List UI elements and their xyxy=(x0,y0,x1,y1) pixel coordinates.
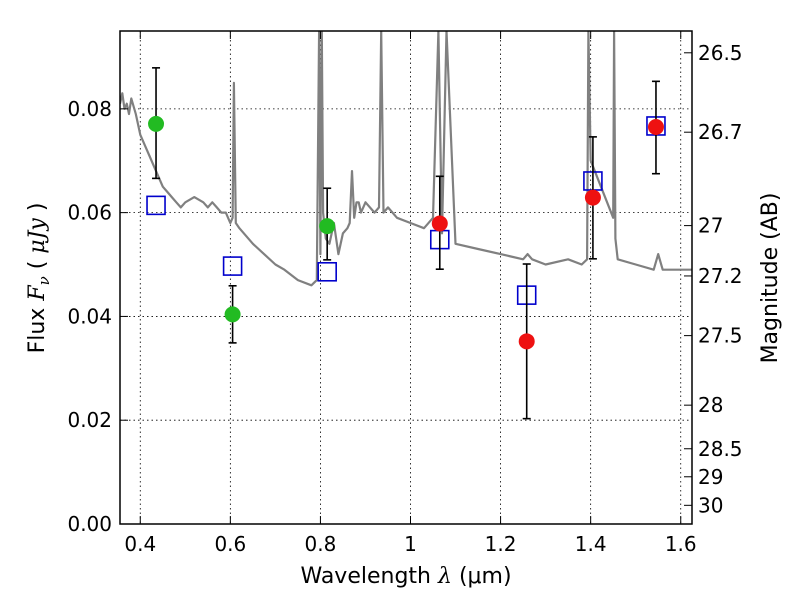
y-tick-label: 0.08 xyxy=(67,97,112,121)
y-axis-label: Flux Fν ( μJy ) xyxy=(25,203,53,354)
y-right-tick-label: 28 xyxy=(698,393,723,417)
observation-point xyxy=(319,218,336,235)
y-tick-label: 0.04 xyxy=(67,304,112,328)
model-photometry-square xyxy=(146,195,166,216)
model-spectrum-line xyxy=(120,31,692,287)
y-right-tick-label: 29 xyxy=(698,465,723,489)
axes-frame xyxy=(119,30,693,525)
y-right-tick-label: 27.2 xyxy=(698,264,743,288)
x-tick-label: 0.8 xyxy=(305,532,337,556)
y-right-tick-label: 28.5 xyxy=(698,437,743,461)
plot-area xyxy=(120,31,692,420)
observation-point xyxy=(431,215,448,232)
y-right-tick-label: 27 xyxy=(698,214,723,238)
x-tick-label: 0.6 xyxy=(214,532,246,556)
x-tick-label: 1.2 xyxy=(485,532,517,556)
model-photometry-square xyxy=(317,261,337,282)
y-right-tick-label: 26.5 xyxy=(698,41,743,65)
y-tick-label: 0.00 xyxy=(67,512,112,536)
observation-point xyxy=(584,189,601,206)
model-photometry-square xyxy=(222,256,243,276)
observation-point xyxy=(518,333,535,350)
grid-lines xyxy=(120,31,692,524)
observation-point xyxy=(148,115,165,132)
observation-point xyxy=(647,119,664,136)
observation-point xyxy=(224,306,241,323)
y-right-tick-label: 26.7 xyxy=(698,120,743,144)
y-right-tick-label: 30 xyxy=(698,493,723,517)
x-axis-label: Wavelength λ (μm) xyxy=(300,564,511,589)
y-axis-label-right: Magnitude (AB) xyxy=(758,193,783,364)
axis-ticks: 0.4 0.6 0.8 1 1.2 1.4 1.6 0.00 0.02 0.04 0.06 0.08 2… xyxy=(67,31,743,556)
x-tick-label: 1.6 xyxy=(665,532,697,556)
x-tick-label: 1 xyxy=(404,532,417,556)
x-tick-label: 0.4 xyxy=(124,532,156,556)
y-tick-label: 0.02 xyxy=(67,408,112,432)
y-tick-label: 0.06 xyxy=(67,201,112,225)
y-right-tick-label: 27.5 xyxy=(698,324,743,348)
x-tick-label: 1.4 xyxy=(575,532,607,556)
